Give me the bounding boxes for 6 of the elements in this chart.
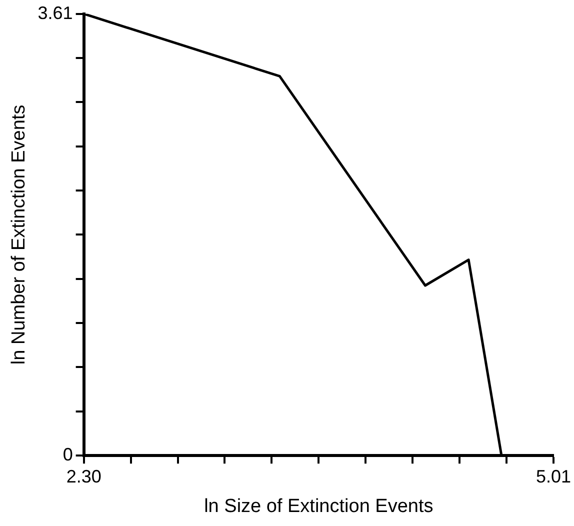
x-tick-label: 2.30 [66,466,102,486]
x-axis-title: ln Size of Extinction Events [204,496,434,517]
y-tick-label: 0 [62,444,73,465]
y-axis-title: ln Number of Extinction Events [8,104,30,365]
y-tick-label: 3.61 [38,2,73,23]
x-tick-label: 5.01 [536,466,572,486]
